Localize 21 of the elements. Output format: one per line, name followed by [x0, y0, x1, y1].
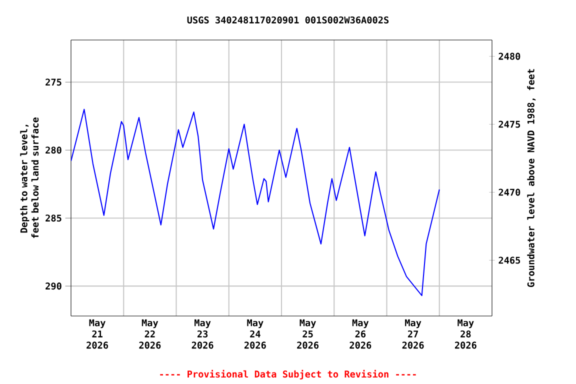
x-tick-label: May 27 2026	[402, 319, 424, 349]
text: ---- Provisional Data Subject to Revision ----	[160, 370, 416, 380]
line-series	[71, 108, 440, 296]
y2-tick-label: 2470	[498, 188, 520, 196]
y-tick-label: 275	[46, 78, 62, 86]
y-tick-label: 290	[46, 282, 62, 290]
x-tick-label: May 26 2026	[350, 319, 372, 349]
x-tick-label: May 25 2026	[297, 319, 319, 349]
y2-axis-title: Groundwater level above NAVD 1988, feet	[527, 69, 536, 288]
y-tick-label: 280	[46, 146, 62, 154]
x-tick-label: May 21 2026	[86, 319, 108, 349]
y2-tick-label: 2475	[498, 120, 520, 128]
y2-tick-label: 2480	[498, 52, 520, 60]
y-tick-label: 285	[46, 214, 62, 222]
y2-tick-label: 2465	[498, 256, 520, 264]
x-tick-label: May 28 2026	[454, 319, 476, 349]
chart-title: USGS 340248117020901 001S002W36A002S	[187, 16, 389, 24]
x-tick-label: May 22 2026	[139, 319, 161, 349]
x-tick-label: May 24 2026	[244, 319, 266, 349]
x-tick-label: May 23 2026	[192, 319, 214, 349]
y-axis-title: Depth to water level, feet below land surface	[20, 118, 39, 238]
